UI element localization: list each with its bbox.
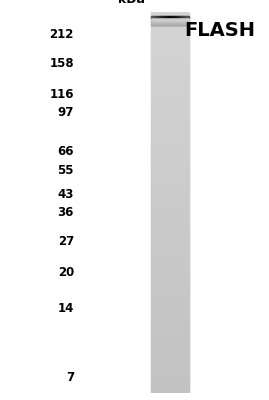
Text: kDa: kDa [118,0,144,6]
Text: FLASH: FLASH [184,22,255,40]
